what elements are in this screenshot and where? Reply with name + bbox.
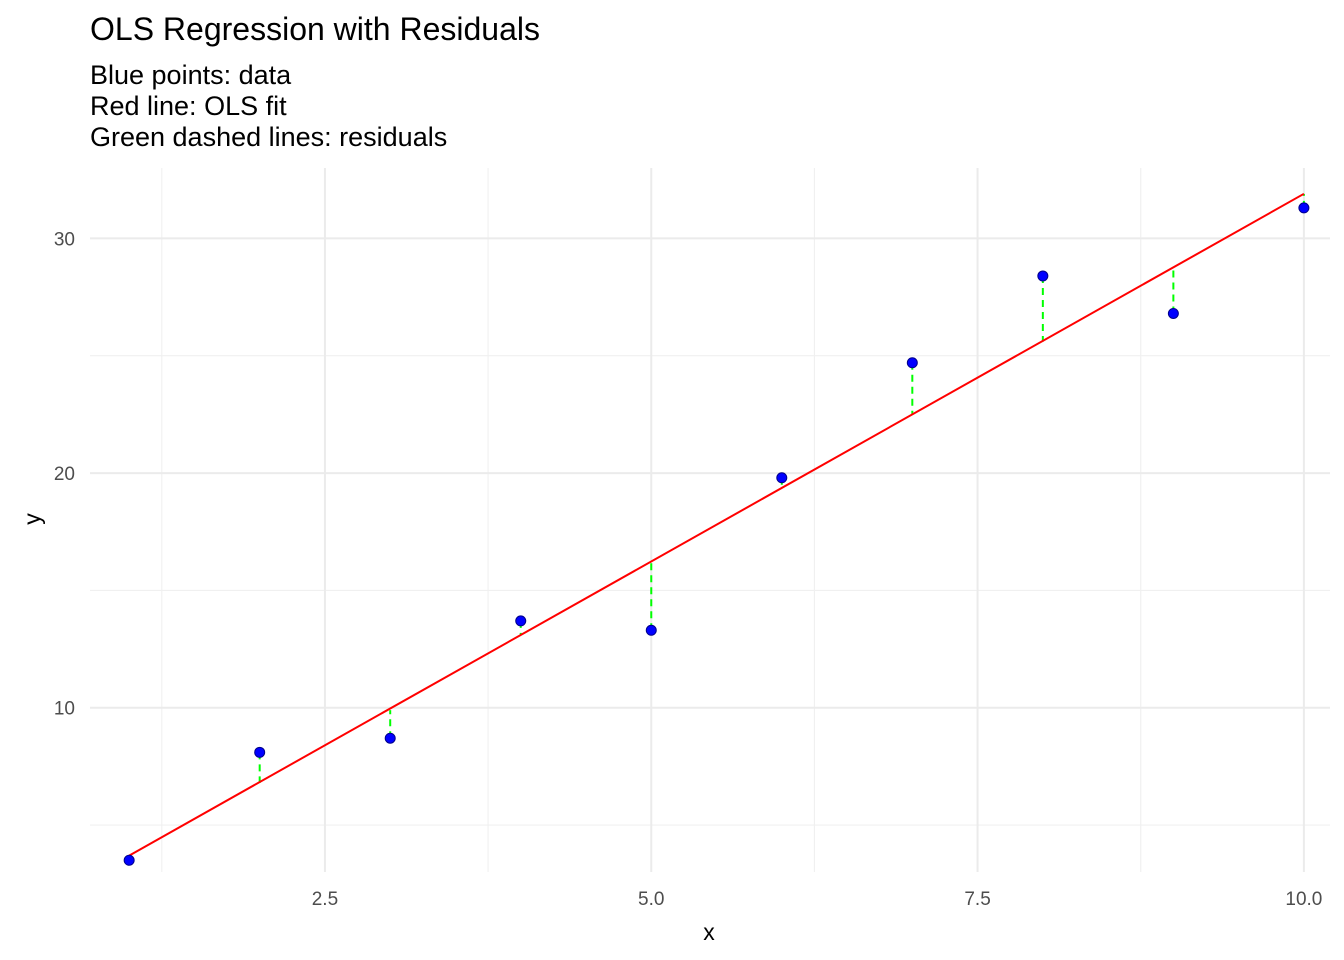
y-tick-label: 10 xyxy=(54,699,75,720)
chart-subtitle: Blue points: data Red line: OLS fit Gree… xyxy=(90,60,447,153)
x-tick-label: 2.5 xyxy=(312,889,338,910)
x-tick-label: 5.0 xyxy=(638,889,664,910)
data-point xyxy=(1298,202,1310,214)
data-point xyxy=(515,615,527,627)
ols-fit-line xyxy=(128,192,1305,857)
data-point xyxy=(123,854,135,866)
y-tick-label: 20 xyxy=(54,464,75,485)
data-point xyxy=(776,472,788,484)
x-tick-label: 10.0 xyxy=(1285,889,1322,910)
data-point xyxy=(1037,270,1049,282)
x-axis-ticks: 2.5 5.0 7.5 10.0 xyxy=(312,889,1323,910)
data-point xyxy=(254,746,266,758)
fit-layer xyxy=(128,192,1305,857)
data-point xyxy=(645,624,657,636)
y-tick-label: 30 xyxy=(54,229,75,250)
subtitle-line-fit: Red line: OLS fit xyxy=(90,91,287,121)
points-layer xyxy=(123,202,1310,866)
subtitle-line-points: Blue points: data xyxy=(90,60,292,90)
y-axis-ticks: 10 20 30 xyxy=(54,229,75,719)
grid-minor xyxy=(90,168,1330,872)
data-point xyxy=(1167,307,1179,319)
x-tick-label: 7.5 xyxy=(964,889,990,910)
data-point xyxy=(384,732,396,744)
y-axis-title: y xyxy=(19,513,45,525)
grid-major xyxy=(90,168,1330,872)
data-point xyxy=(906,357,918,369)
chart-title: OLS Regression with Residuals xyxy=(90,11,540,47)
x-axis-title: x xyxy=(703,919,715,945)
subtitle-line-residuals: Green dashed lines: residuals xyxy=(90,122,448,152)
